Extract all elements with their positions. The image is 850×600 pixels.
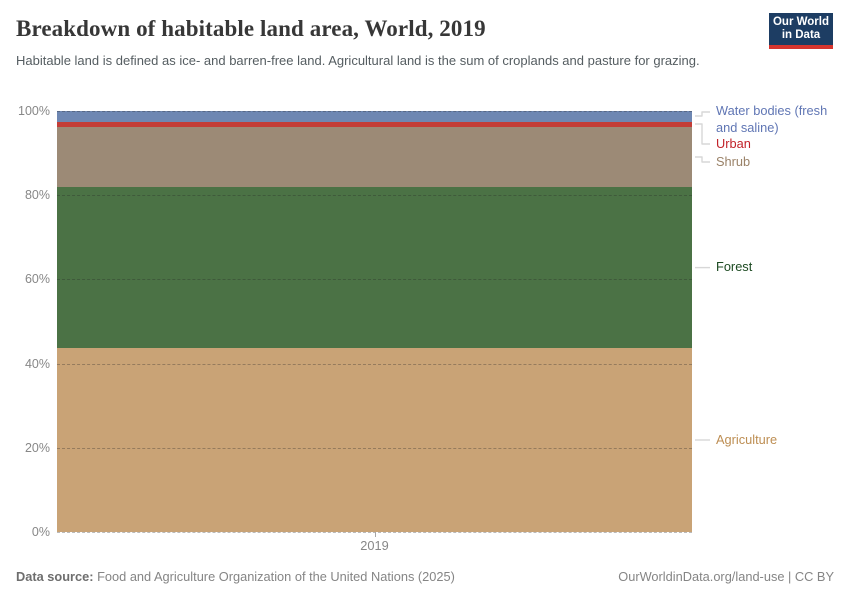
band-water-bodies-fresh-and-saline[interactable] <box>57 111 692 122</box>
legend-connector-lines <box>695 111 710 441</box>
page-title: Breakdown of habitable land area, World,… <box>16 16 486 41</box>
band-urban[interactable] <box>57 121 692 127</box>
x-axis-tick-label: 2019 <box>360 538 389 553</box>
y-axis-tick-label-80: 80% <box>24 188 50 203</box>
x-axis-tick <box>374 532 376 537</box>
y-axis-tick-label-20: 20% <box>24 440 50 455</box>
legend-label-urban[interactable]: Urban <box>716 136 751 151</box>
owid-logo[interactable]: Our World in Data <box>769 13 833 49</box>
stacked-bar-plot <box>57 111 692 532</box>
owid-logo-line1: Our World <box>772 16 829 28</box>
page-subtitle: Habitable land is defined as ice- and ba… <box>16 53 700 68</box>
legend-label-water-bodies-fresh-and-saline[interactable]: Water bodies (fresh and saline) <box>716 103 828 135</box>
attribution-link[interactable]: OurWorldinData.org/land-use | CC BY <box>618 569 834 584</box>
y-axis-tick-label-40: 40% <box>24 356 50 371</box>
legend-connector-shrub <box>695 156 710 163</box>
y-axis-tick-label-100: 100% <box>18 104 50 118</box>
band-shrub[interactable] <box>57 126 692 188</box>
y-axis-tick-label-60: 60% <box>24 272 50 287</box>
band-forest[interactable] <box>57 187 692 349</box>
data-source-text: Food and Agriculture Organization of the… <box>97 569 455 584</box>
legend-connector-water-bodies-fresh-and-saline <box>695 111 710 117</box>
legend-label-agriculture[interactable]: Agriculture <box>716 432 778 447</box>
band-agriculture[interactable] <box>57 348 692 532</box>
legend-connector-urban <box>695 123 710 145</box>
chart-footer: Data source: Food and Agriculture Organi… <box>16 569 834 584</box>
data-source-note: Data source: Food and Agriculture Organi… <box>16 569 455 584</box>
data-source-label: Data source: <box>16 569 94 584</box>
legend-label-forest[interactable]: Forest <box>716 259 753 274</box>
legend-label-shrub[interactable]: Shrub <box>716 154 751 169</box>
owid-logo-line2: in Data <box>781 29 821 41</box>
y-axis-tick-label-0: 0% <box>31 525 50 539</box>
